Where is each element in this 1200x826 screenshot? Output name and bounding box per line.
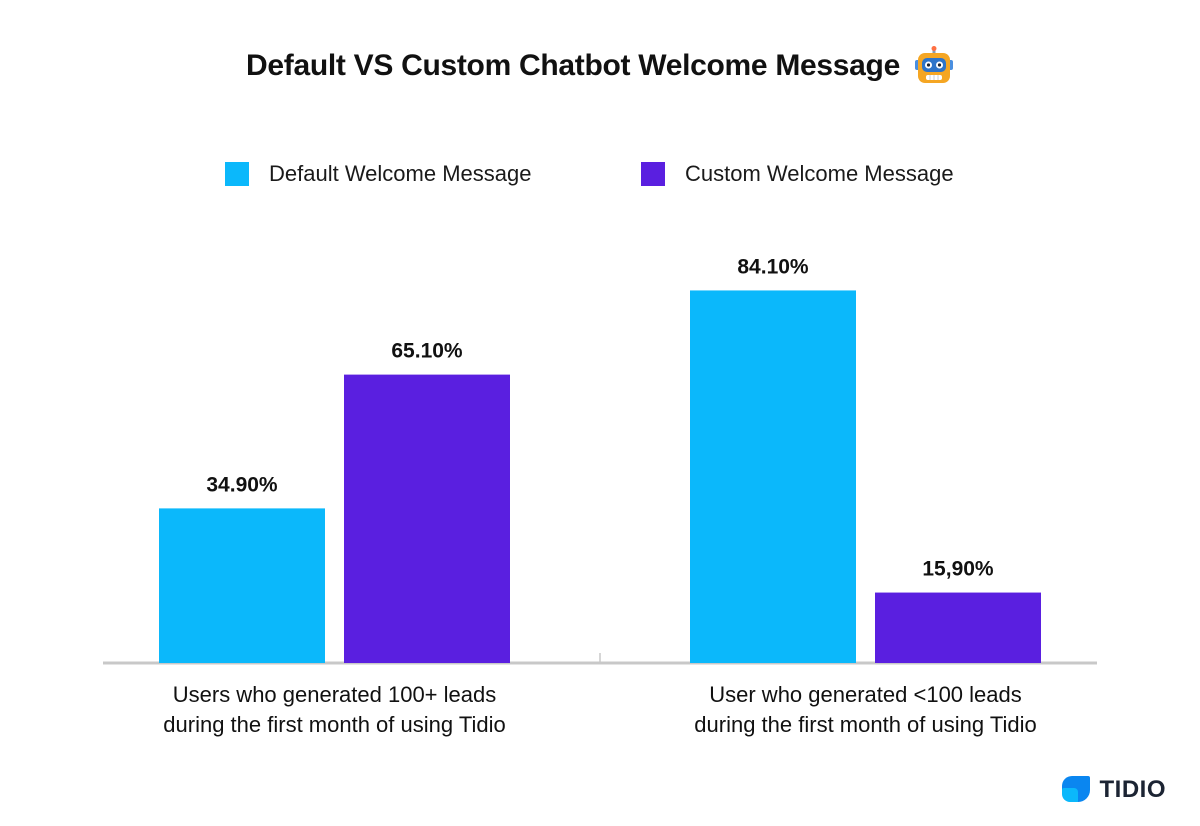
legend-item-default: Default Welcome Message: [225, 157, 532, 191]
tidio-logo-icon: [1061, 776, 1090, 802]
category-label-1-line-1: Users who generated 100+ leads: [173, 682, 497, 707]
bar-custom-2: [875, 592, 1041, 663]
data-label-custom-1: 65.10%: [391, 340, 463, 363]
bar-default-2: [690, 290, 856, 663]
category-label-2-line-1: User who generated <100 leads: [709, 682, 1022, 707]
legend-swatch-default: [225, 162, 249, 186]
legend-swatch-custom: [641, 162, 665, 186]
robot-face-icon: [914, 46, 953, 83]
data-label-default-2: 84.10%: [737, 255, 809, 278]
legend-label-custom: Custom Welcome Message: [685, 161, 954, 186]
category-label-2-line-2: during the first month of using Tidio: [694, 712, 1036, 737]
brand-logo: TIDIO: [1060, 772, 1167, 808]
data-label-custom-2: 15,90%: [922, 558, 994, 581]
chart-title: Default VS Custom Chatbot Welcome Messag…: [246, 49, 900, 82]
bar-custom-1: [344, 374, 510, 663]
chart-title-row: Default VS Custom Chatbot Welcome Messag…: [0, 42, 1200, 90]
legend-item-custom: Custom Welcome Message: [641, 157, 954, 191]
brand-name: TIDIO: [1099, 776, 1166, 803]
category-label-1-line-2: during the first month of using Tidio: [163, 712, 505, 737]
chart-legend: Default Welcome Message Custom Welcome M…: [0, 157, 1200, 191]
legend-label-default: Default Welcome Message: [269, 161, 532, 186]
data-label-default-1: 34.90%: [206, 473, 278, 496]
bar-default-1: [159, 508, 325, 663]
